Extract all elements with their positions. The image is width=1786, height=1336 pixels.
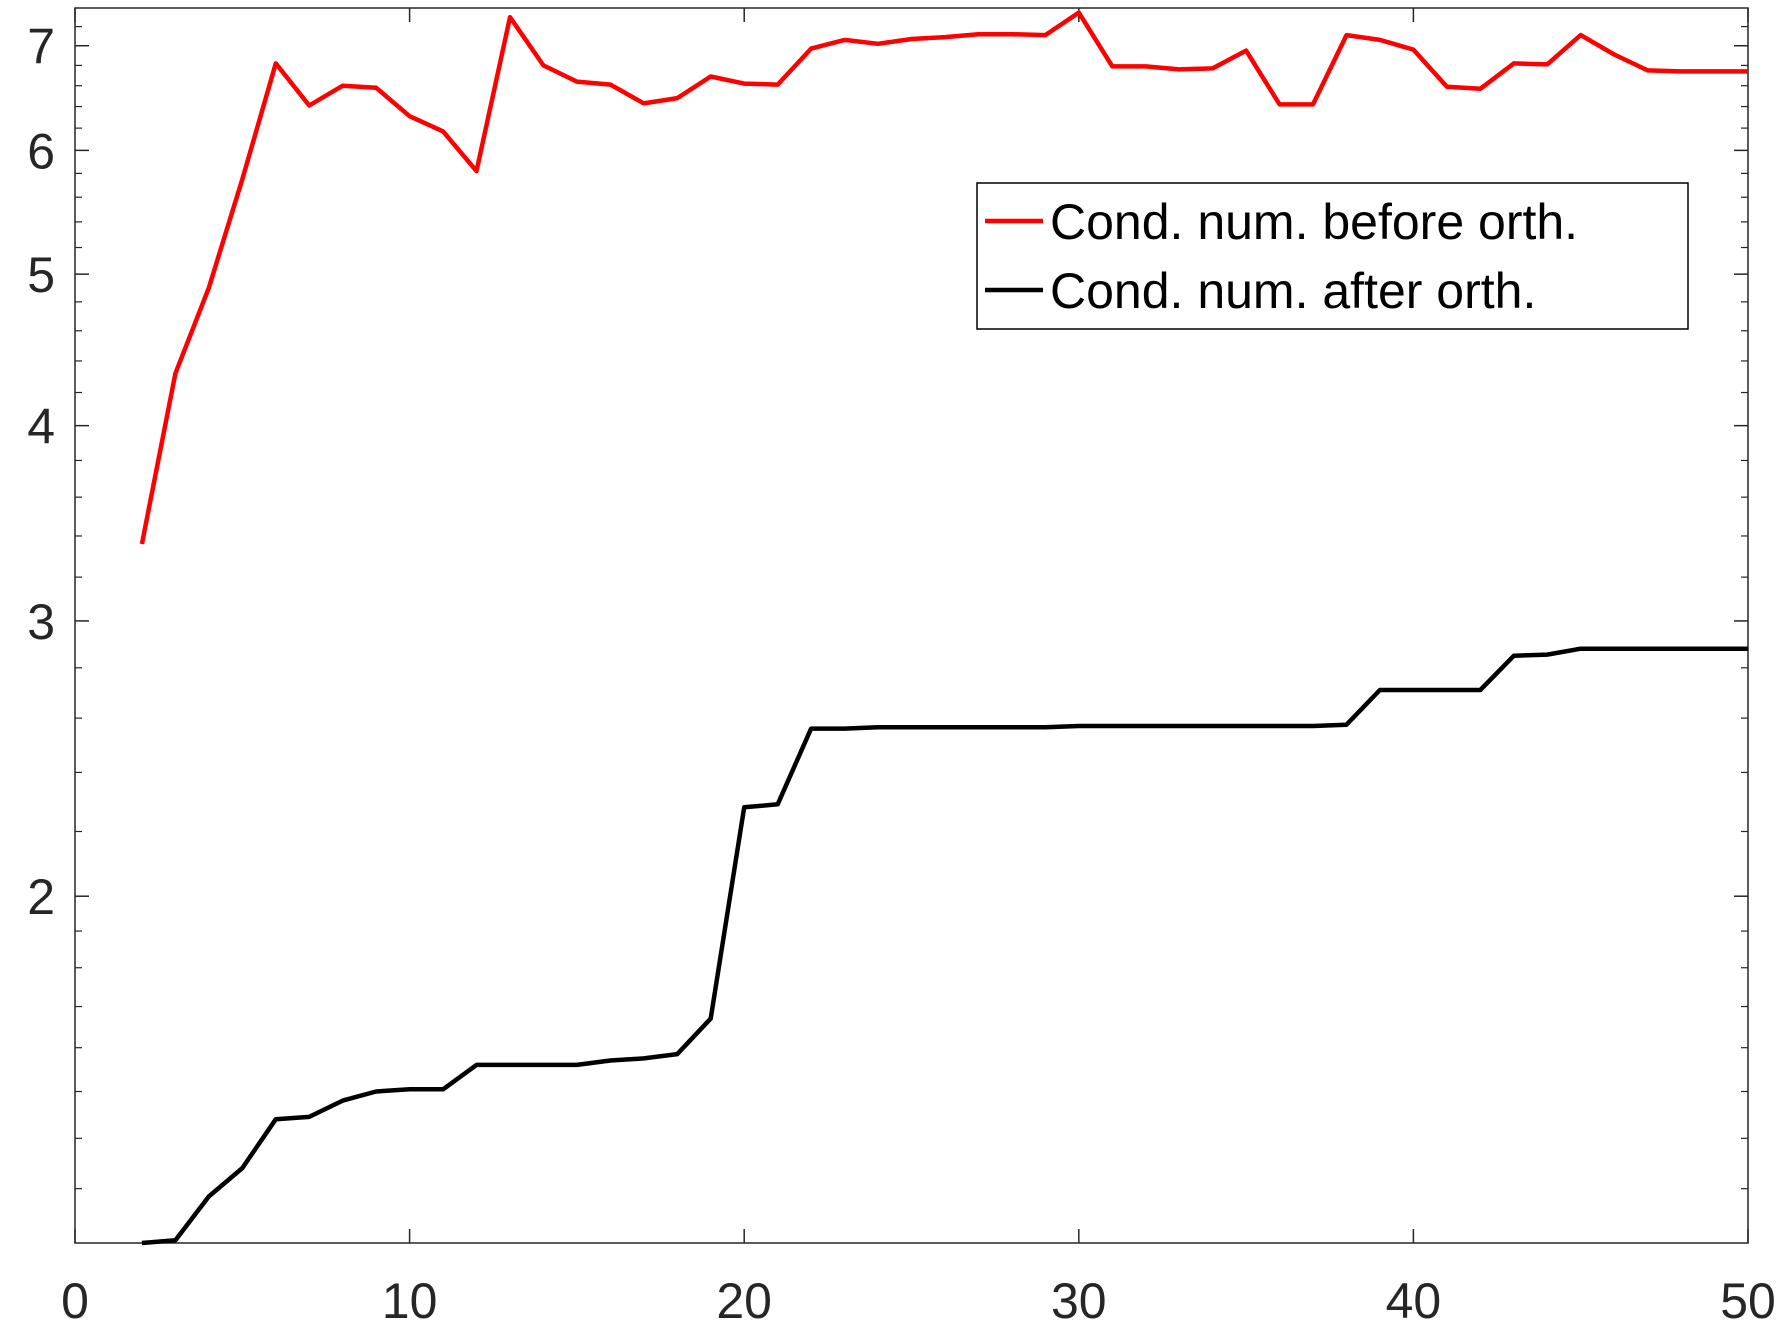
y-tick-label: 2 [27, 869, 55, 925]
y-tick-label: 4 [27, 399, 55, 455]
series-lines [139, 10, 1748, 1246]
legend-label-after-orth: Cond. num. after orth. [1050, 263, 1536, 319]
x-tick-label: 50 [1720, 1273, 1776, 1329]
x-tick-label: 0 [61, 1273, 89, 1329]
series-line-before-orth [139, 10, 1748, 545]
x-tick-label: 40 [1386, 1273, 1442, 1329]
y-tick-label: 5 [27, 247, 55, 303]
legend: Cond. num. before orth. Cond. num. after… [976, 182, 1689, 330]
y-tick-label: 7 [27, 19, 55, 75]
legend-label-before-orth: Cond. num. before orth. [1050, 194, 1578, 250]
series-line-after-orth [141, 646, 1748, 1246]
y-tick-label: 6 [27, 123, 55, 179]
y-tick-label: 3 [27, 594, 55, 650]
x-tick-label: 20 [716, 1273, 772, 1329]
x-tick-label: 30 [1051, 1273, 1107, 1329]
plot-frame [74, 7, 1749, 1244]
x-tick-label: 10 [382, 1273, 438, 1329]
legend-box [976, 182, 1689, 330]
axes: 0 10 20 30 40 50 2 3 4 5 6 7 [27, 7, 1776, 1329]
